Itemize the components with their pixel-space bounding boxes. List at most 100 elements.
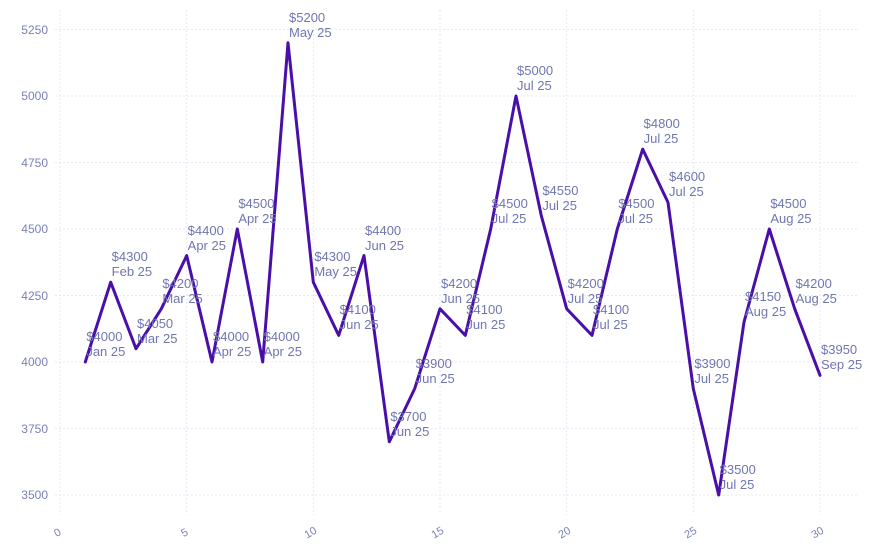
point-date-label: Jul 25 xyxy=(567,290,603,306)
point-value-label: $3900 xyxy=(415,355,452,371)
point-label: $4800 Jul 25 xyxy=(644,116,680,146)
point-label: $4000 Jan 25 xyxy=(86,329,125,359)
point-value-label: $4000 xyxy=(213,329,250,344)
point-value-label: $5200 xyxy=(289,9,326,25)
point-value-label: $4050 xyxy=(137,315,174,331)
point-value-label: $4100 xyxy=(339,302,376,318)
point-value-label: $4000 xyxy=(263,329,300,344)
point-date-label: Jun 25 xyxy=(390,423,430,439)
point-label: $4100 Jun 25 xyxy=(466,302,505,332)
point-value-label: $4100 xyxy=(466,302,503,318)
point-value-label: $4200 xyxy=(441,275,478,291)
point-date-label: Jan 25 xyxy=(86,344,126,359)
point-date-label: May 25 xyxy=(289,24,332,40)
data-series-line xyxy=(83,41,822,497)
point-label: $4500 Jul 25 xyxy=(492,196,528,226)
y-tick-label: 4750 xyxy=(21,155,48,170)
point-value-label: $3700 xyxy=(390,408,427,424)
point-date-label: Jul 25 xyxy=(593,317,628,333)
point-label: $3900 Jul 25 xyxy=(694,356,730,386)
point-label: $4200 Jun 25 xyxy=(441,276,480,306)
point-label: $4050 Mar 25 xyxy=(137,316,177,346)
point-label: $4200 Aug 25 xyxy=(796,276,837,306)
point-date-label: Jul 25 xyxy=(542,197,578,213)
point-value-label: $3950 xyxy=(821,342,858,358)
point-label: $4500 Apr 25 xyxy=(238,196,276,226)
y-tick-label: 5250 xyxy=(21,22,48,37)
point-value-label: $4400 xyxy=(187,222,224,238)
point-date-label: Jun 25 xyxy=(365,237,405,253)
point-label: $4400 Jun 25 xyxy=(365,223,404,253)
point-date-label: Jun 25 xyxy=(339,317,379,333)
point-value-label: $4500 xyxy=(770,196,807,211)
point-value-label: $5000 xyxy=(517,63,554,78)
point-date-label: Jul 25 xyxy=(719,477,755,492)
point-date-label: Sep 25 xyxy=(821,357,863,373)
point-value-label: $4150 xyxy=(745,289,782,305)
point-label: $4600 Jul 25 xyxy=(669,169,705,199)
point-date-label: Jul 25 xyxy=(694,370,730,386)
point-label: $3700 Jun 25 xyxy=(390,409,429,439)
point-label: $4000 Apr 25 xyxy=(213,329,251,359)
y-tick-label: 4000 xyxy=(21,355,48,369)
y-tick-label: 5000 xyxy=(21,89,48,103)
point-value-label: $4550 xyxy=(542,182,579,198)
point-label: $3500 Jul 25 xyxy=(720,462,756,492)
point-value-label: $4300 xyxy=(111,249,148,265)
y-tick-label: 4250 xyxy=(21,288,48,303)
point-value-label: $4600 xyxy=(669,169,706,185)
point-date-label: Jul 25 xyxy=(669,184,704,200)
point-label: $4500 Jul 25 xyxy=(618,196,654,226)
point-value-label: $4500 xyxy=(238,196,275,211)
point-value-label: $4500 xyxy=(491,196,528,211)
point-value-label: $4800 xyxy=(643,116,680,132)
point-value-label: $4300 xyxy=(314,249,351,265)
point-date-label: Jul 25 xyxy=(643,131,679,147)
point-date-label: Aug 25 xyxy=(770,211,812,226)
point-date-label: Jul 25 xyxy=(618,211,654,226)
point-label: $4500 Aug 25 xyxy=(770,196,811,226)
point-value-label: $4500 xyxy=(618,196,655,211)
point-label: $5000 Jul 25 xyxy=(517,63,553,93)
point-value-label: $4200 xyxy=(162,275,199,291)
point-label: $4300 May 25 xyxy=(314,249,357,279)
point-value-label: $4400 xyxy=(365,222,402,238)
point-date-label: Mar 25 xyxy=(162,290,203,306)
point-value-label: $3500 xyxy=(719,462,756,477)
point-date-label: Aug 25 xyxy=(795,290,837,306)
point-label: $3900 Jun 25 xyxy=(416,356,455,386)
point-date-label: Jul 25 xyxy=(517,78,552,93)
point-label: $4100 Jul 25 xyxy=(593,302,629,332)
point-date-label: Jun 25 xyxy=(441,290,481,306)
point-label: $4550 Jul 25 xyxy=(542,183,578,213)
point-date-label: Jul 25 xyxy=(491,211,527,226)
point-value-label: $3900 xyxy=(694,355,731,371)
point-date-label: May 25 xyxy=(314,264,357,280)
point-date-label: Apr 25 xyxy=(187,237,226,253)
point-value-label: $4200 xyxy=(567,275,604,291)
point-label: $4100 Jun 25 xyxy=(340,302,379,332)
point-date-label: Jun 25 xyxy=(466,317,506,333)
y-tick-label: 4500 xyxy=(21,222,48,236)
point-value-label: $4100 xyxy=(593,302,630,318)
point-date-label: Mar 25 xyxy=(137,330,178,346)
point-label: $4150 Aug 25 xyxy=(745,289,786,319)
point-date-label: Aug 25 xyxy=(745,304,787,320)
point-label: $4000 Apr 25 xyxy=(264,329,302,359)
y-tick-label: 3500 xyxy=(21,488,48,502)
y-tick-label: 3750 xyxy=(21,421,48,436)
point-date-label: Apr 25 xyxy=(238,211,277,226)
point-label: $5200 May 25 xyxy=(289,10,332,40)
point-date-label: Apr 25 xyxy=(263,344,302,359)
point-label: $3950 Sep 25 xyxy=(821,342,862,372)
point-date-label: Jun 25 xyxy=(415,370,455,386)
point-label: $4200 Mar 25 xyxy=(162,276,202,306)
point-date-label: Apr 25 xyxy=(213,344,252,359)
point-label: $4200 Jul 25 xyxy=(568,276,604,306)
point-label: $4400 Apr 25 xyxy=(188,223,226,253)
point-value-label: $4000 xyxy=(86,329,123,344)
point-value-label: $4200 xyxy=(795,275,832,291)
point-date-label: Feb 25 xyxy=(111,264,153,280)
